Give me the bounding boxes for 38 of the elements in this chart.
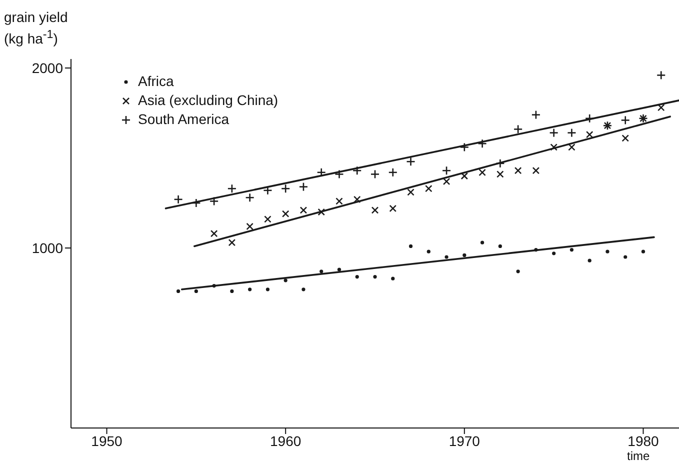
point [641,250,646,254]
point [284,278,288,282]
x-tick-label: 1950 [91,432,123,449]
x-tick-label: 1980 [628,432,660,449]
point [266,288,270,292]
point [320,270,324,274]
point [194,289,198,293]
legend-label: Asia (excluding China) [138,91,278,110]
point [212,284,216,288]
point [534,248,538,252]
point [588,258,592,262]
point [176,289,180,293]
point [480,240,484,244]
point [606,250,610,254]
point [355,275,359,279]
legend-label: Africa [138,72,174,91]
point [516,270,520,274]
point [552,252,556,256]
point [373,275,377,279]
point [248,288,252,292]
y-axis-title: grain yield (kg ha$^{-1}$) [4,8,69,48]
point [337,268,342,272]
point [391,276,395,280]
point [426,250,430,254]
x-tick-label: 1960 [270,432,302,449]
point [624,255,628,259]
point [408,244,413,248]
point [498,244,502,248]
x-tick-label: 1970 [448,432,480,449]
point [230,289,234,293]
point [302,288,306,292]
x-axis-title: time [627,449,650,463]
y-tick-label: 2000 [32,60,64,76]
y-tick-label: 1000 [32,240,64,256]
point [444,255,448,259]
legend-label: South America [138,110,230,129]
point [462,253,466,257]
point [570,248,574,252]
